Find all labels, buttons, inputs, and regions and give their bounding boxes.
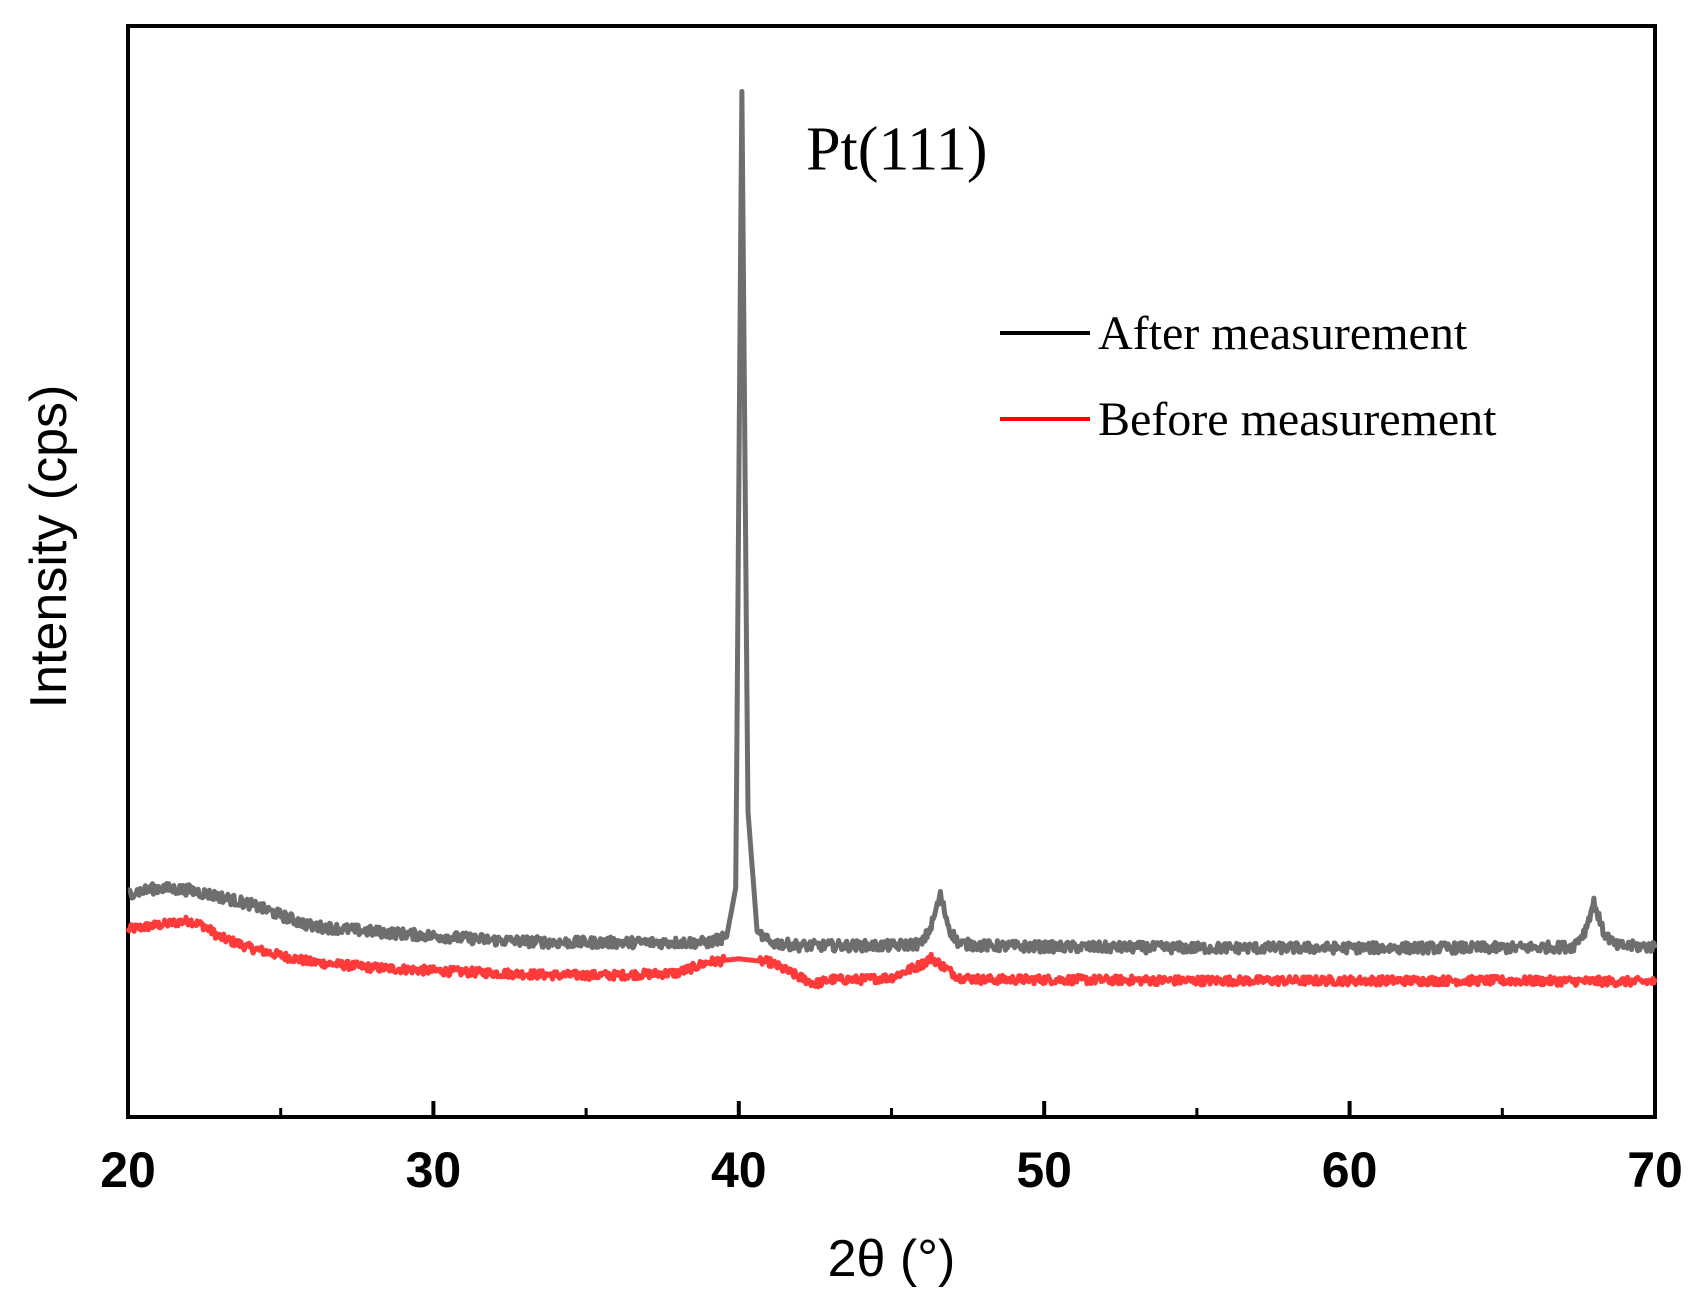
series-line-after	[126, 89, 1658, 956]
x-tick-label: 70	[1627, 1142, 1683, 1198]
legend-label-before: Before measurement	[1098, 393, 1497, 446]
y-axis-title: Intensity (cps)	[20, 385, 78, 709]
legend: After measurement Before measurement	[1000, 307, 1497, 446]
series-layer	[125, 89, 1658, 990]
series-line-before	[125, 914, 1658, 990]
legend-label-after: After measurement	[1098, 307, 1468, 360]
x-tick-label: 20	[100, 1142, 156, 1198]
plot-area: 20 30 40 50 60 70	[100, 24, 1683, 1198]
x-tick-label: 50	[1016, 1142, 1072, 1198]
x-axis-title: 2θ (°)	[828, 1230, 956, 1288]
peak-annotation: Pt(111)	[806, 115, 987, 183]
x-tick-label: 30	[406, 1142, 462, 1198]
x-tick-label: 40	[711, 1142, 767, 1198]
x-axis-ticks: 20 30 40 50 60 70	[100, 1101, 1683, 1198]
x-tick-label: 60	[1322, 1142, 1378, 1198]
